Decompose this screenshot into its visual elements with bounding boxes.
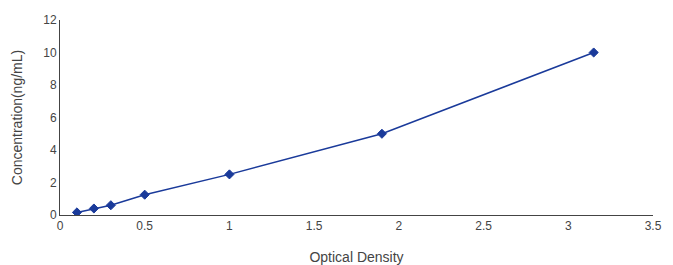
svg-text:1.5: 1.5	[306, 219, 323, 233]
svg-text:10: 10	[43, 46, 57, 60]
svg-text:0.5: 0.5	[136, 219, 153, 233]
svg-text:0: 0	[57, 219, 64, 233]
svg-text:Optical Density: Optical Density	[309, 249, 403, 265]
svg-text:12: 12	[43, 13, 57, 27]
svg-text:0: 0	[50, 208, 57, 222]
svg-text:6: 6	[50, 111, 57, 125]
svg-text:4: 4	[50, 143, 57, 157]
svg-text:2.5: 2.5	[475, 219, 492, 233]
svg-text:3.5: 3.5	[645, 219, 662, 233]
svg-text:8: 8	[50, 78, 57, 92]
svg-text:Concentration(ng/mL): Concentration(ng/mL)	[9, 50, 25, 185]
svg-text:1: 1	[226, 219, 233, 233]
svg-text:2: 2	[396, 219, 403, 233]
svg-text:2: 2	[50, 176, 57, 190]
svg-text:3: 3	[565, 219, 572, 233]
